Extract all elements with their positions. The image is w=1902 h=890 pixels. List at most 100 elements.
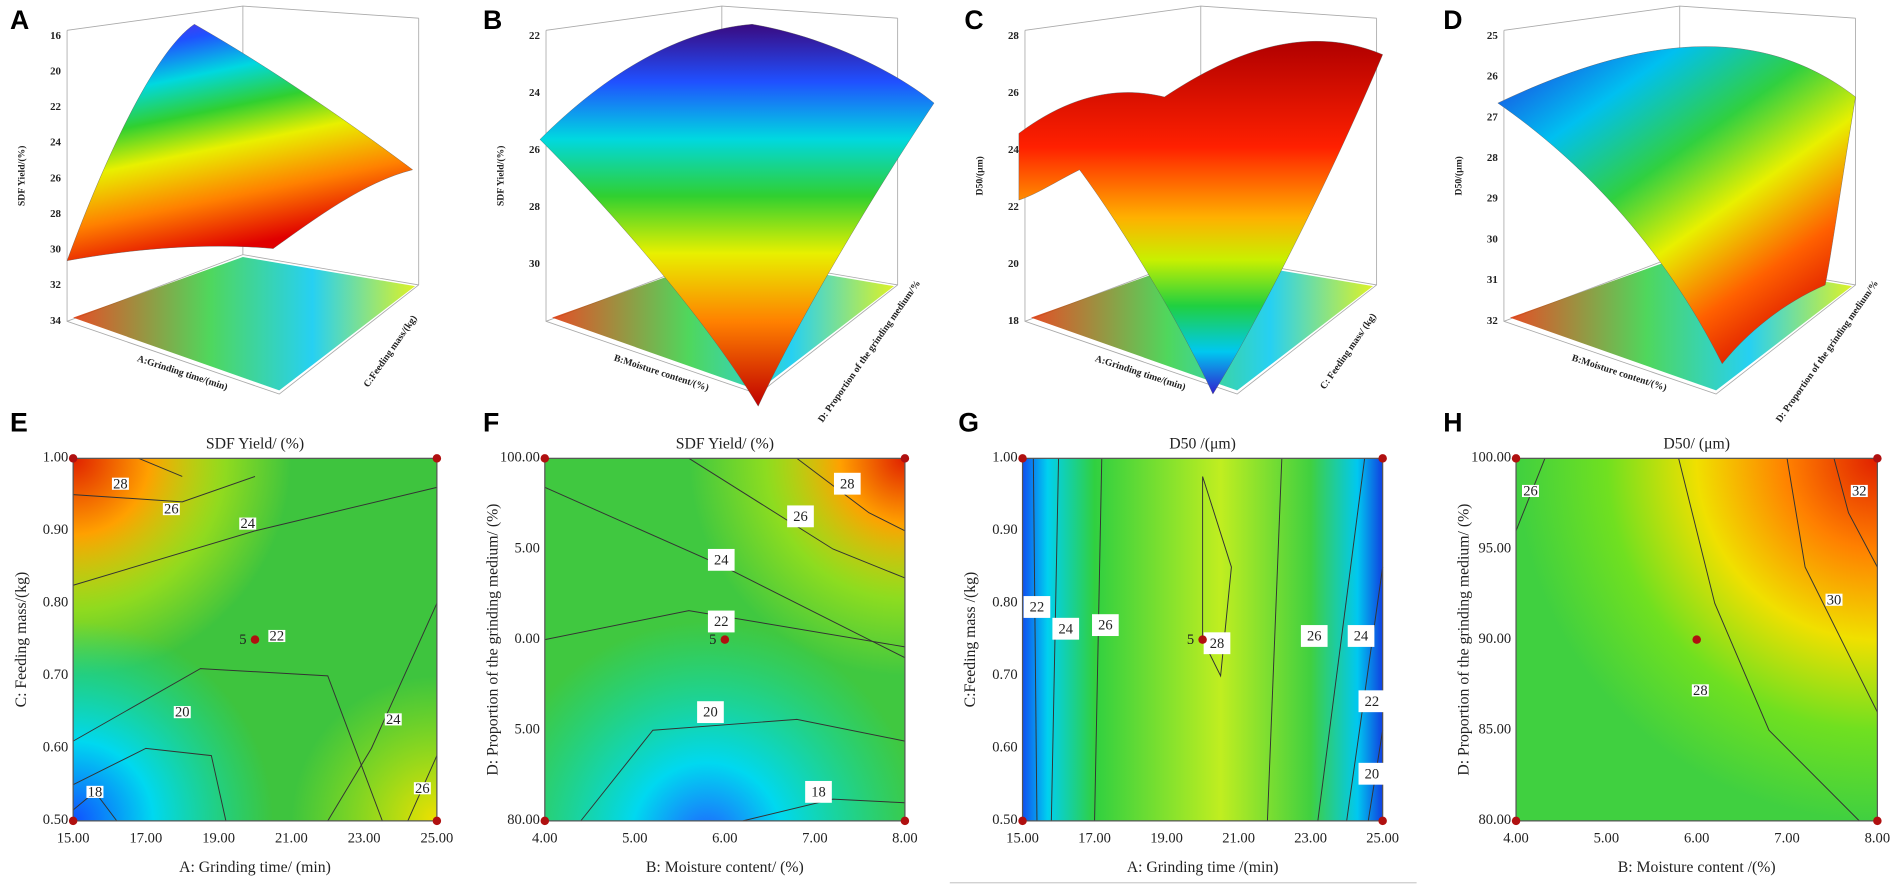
plot-frame <box>1515 457 1878 822</box>
y-tick-label: 90.00 <box>1478 631 1511 647</box>
z-tick-label: 22 <box>1008 201 1019 213</box>
z-tick-label: 22 <box>529 30 540 42</box>
contour-label: 20 <box>175 705 190 721</box>
contour-label-box <box>111 477 129 490</box>
plot-title: D50/ (μm) <box>1663 436 1730 453</box>
z-tick-label: 28 <box>1487 152 1498 164</box>
x-tick-label: 8.00 <box>892 830 917 846</box>
contour-label-box <box>162 503 180 516</box>
plot-title: D50 /(μm) <box>1169 436 1236 453</box>
contour-line <box>73 476 256 503</box>
contour-label-box <box>239 517 257 530</box>
z-tick-label: 34 <box>50 315 61 327</box>
axis-box <box>1024 5 1378 395</box>
design-point <box>432 816 442 826</box>
design-point <box>1198 635 1207 644</box>
z-tick-label: 27 <box>1487 111 1498 123</box>
x-tick-label: 6.00 <box>712 830 737 846</box>
contour-label-box <box>1358 690 1386 713</box>
design-point <box>1511 816 1521 826</box>
contour-label: 26 <box>1098 618 1113 634</box>
response-surface <box>1018 41 1383 395</box>
design-point <box>1378 816 1387 826</box>
contour-label-box <box>707 548 735 571</box>
panel-letter: E <box>10 407 28 437</box>
contour-line <box>580 718 906 822</box>
contour-line <box>1094 458 1103 821</box>
contour-panel: G 22 24 26 28 26 24 22 20 5 D50 /(μm) 15.00 17.00 19.… <box>958 407 1399 875</box>
z-tick-label: 29 <box>1487 193 1498 205</box>
z-tick-label: 18 <box>1008 315 1019 327</box>
design-point <box>1692 635 1701 644</box>
contour-label-box <box>805 780 832 803</box>
z-tick-label: 28 <box>529 201 540 213</box>
contour-line <box>72 668 383 822</box>
contour-line <box>327 603 438 822</box>
contour-line <box>544 610 906 648</box>
contour-label-box <box>173 706 191 719</box>
contour-label-box <box>413 782 431 795</box>
contour-line <box>1833 458 1878 568</box>
y-tick-label: 0.80 <box>43 595 68 611</box>
y-tick-label: 0.80 <box>992 595 1017 611</box>
y-tick-label: 95.00 <box>1478 540 1511 556</box>
contour-label: 30 <box>1827 592 1842 608</box>
contour-label-box <box>1358 762 1386 785</box>
z-tick-label: 30 <box>50 244 61 256</box>
design-point <box>1873 454 1882 463</box>
center-point-label: 5 <box>709 632 716 648</box>
x-tick-label: 5.00 <box>622 830 647 846</box>
x-axis-label: A: Grinding time /(min) <box>1127 859 1279 876</box>
y-axis-label: C: Feeding mass/(kg) <box>13 572 30 708</box>
contour-label: 26 <box>415 781 430 797</box>
x-axis-label: B: Moisture content/ (%) <box>646 859 804 876</box>
response-surface <box>1497 46 1856 365</box>
design-point <box>1018 454 1027 463</box>
panel-letter: H <box>1443 407 1462 437</box>
x-tick-label: 8.00 <box>1865 830 1890 846</box>
design-point <box>540 454 550 463</box>
contour-label: 22 <box>270 629 285 645</box>
design-point <box>1873 816 1882 826</box>
z-tick-label: 20 <box>50 65 61 77</box>
floor-contour <box>73 257 416 391</box>
response-surface <box>539 24 935 407</box>
x-tick-label: 6.00 <box>1684 830 1709 846</box>
x-axis-label: A: Grinding time/ (min) <box>179 859 331 876</box>
contour-label-box <box>1203 632 1231 655</box>
plot-title: SDF Yield/ (%) <box>206 436 304 453</box>
design-point <box>540 816 550 826</box>
contour-label-box <box>384 713 402 726</box>
contour-line <box>742 798 905 822</box>
contour-label: 18 <box>811 784 826 800</box>
contour-label: 24 <box>386 712 401 728</box>
contour-label: 20 <box>703 705 718 721</box>
panel-letter: B <box>483 5 502 35</box>
z-tick-label: 25 <box>1487 30 1498 42</box>
y-tick-label: 80.00 <box>507 812 540 828</box>
y-tick-label: 0.90 <box>992 522 1017 538</box>
x-tick-label: 15.00 <box>57 830 90 846</box>
contour-label-box <box>1825 593 1843 606</box>
z-tick-label: 30 <box>529 258 540 270</box>
contour-panel: H 26 32 30 28 D50/ (μm) 4.00 5.00 6.00 7.00 8.00 80… <box>1443 407 1890 875</box>
y-axis-label: D: Proportion of the grinding medium/ (%… <box>484 504 501 776</box>
contour-label-box <box>697 701 724 724</box>
contour-label: 24 <box>1058 621 1073 637</box>
contour-line <box>1202 476 1232 678</box>
contour-label: 28 <box>113 476 128 492</box>
y-tick-label: 0.90 <box>43 522 68 538</box>
contour-label: 20 <box>1365 766 1380 782</box>
z-tick-label: 16 <box>50 30 61 42</box>
z-tick-label: 26 <box>50 172 61 184</box>
contour-label: 26 <box>1523 484 1538 500</box>
y-tick-label: 0.70 <box>992 667 1017 683</box>
y-tick-label: 0.00 <box>514 631 539 647</box>
z-tick-label: 32 <box>1487 315 1498 327</box>
contour-label-box <box>268 629 286 643</box>
y-tick-label: 0.60 <box>43 740 68 756</box>
design-point <box>432 454 442 463</box>
